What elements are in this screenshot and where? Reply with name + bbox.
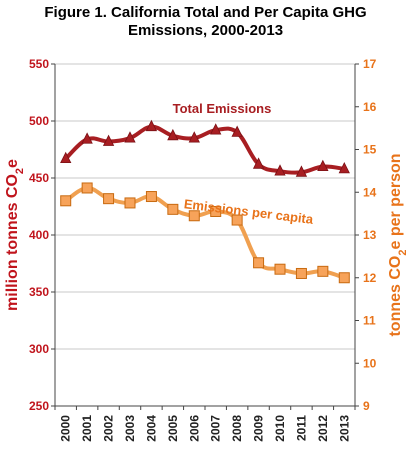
right-axis-title: tonnes CO2e per person (387, 153, 409, 336)
data-point-total-emissions (188, 131, 200, 143)
chart-title-line2: Emissions, 2000-2013 (127, 22, 284, 39)
data-point-emissions-per-capita (253, 257, 265, 269)
series-label-emissions-per-capita: Emissions per capita (183, 196, 315, 227)
left-tick-label: 300 (29, 342, 49, 356)
x-tick-label: 2012 (316, 415, 330, 442)
left-tick-label: 550 (29, 57, 49, 71)
left-tick-label: 500 (29, 114, 49, 128)
series-label-total-emissions: Total Emissions (173, 101, 272, 116)
x-tick-label: 2011 (294, 415, 308, 441)
chart-title: Figure 1. California Total and Per Capit… (0, 4, 411, 40)
data-point-emissions-per-capita (145, 191, 157, 203)
left-tick-label: 450 (29, 171, 49, 185)
x-tick-label: 2000 (59, 415, 73, 442)
x-tick-label: 2004 (144, 415, 158, 442)
data-point-total-emissions (145, 119, 158, 132)
data-point-emissions-per-capita (124, 197, 136, 209)
data-point-emissions-per-capita (295, 267, 307, 279)
right-tick-label: 11 (363, 314, 376, 328)
data-point-total-emissions (210, 123, 222, 135)
data-point-emissions-per-capita (274, 263, 286, 275)
right-tick-label: 15 (363, 143, 377, 157)
x-tick-label: 2005 (166, 415, 180, 442)
x-tick-label: 2006 (187, 415, 201, 442)
x-tick-label: 2009 (252, 415, 266, 442)
right-tick-label: 17 (363, 57, 377, 71)
x-tick-label: 2013 (337, 415, 351, 442)
left-tick-label: 400 (29, 228, 49, 242)
data-point-total-emissions (167, 128, 179, 141)
right-tick-label: 12 (363, 271, 377, 285)
data-point-total-emissions (231, 125, 243, 137)
series-layer (60, 119, 350, 284)
data-point-emissions-per-capita (60, 195, 72, 207)
x-tick-label: 2010 (273, 415, 287, 442)
right-tick-label: 10 (363, 356, 377, 370)
data-point-total-emissions (317, 159, 329, 172)
labels-layer: Total Emissions Emissions per capita (173, 101, 315, 227)
left-axis-title: million tonnes CO2e (4, 159, 26, 311)
data-point-emissions-per-capita (338, 272, 350, 284)
data-point-emissions-per-capita (188, 210, 200, 222)
series-line-total-emissions (64, 124, 345, 175)
data-point-total-emissions (274, 164, 286, 176)
gridlines (55, 63, 355, 350)
data-point-total-emissions (81, 132, 93, 144)
x-tick-label: 2003 (123, 415, 137, 442)
data-point-emissions-per-capita (103, 193, 115, 205)
right-tick-label: 13 (363, 228, 377, 242)
data-point-emissions-per-capita (317, 265, 329, 277)
left-tick-label: 350 (29, 285, 49, 299)
left-tick-label: 250 (29, 399, 49, 413)
x-tick-label: 2008 (230, 415, 244, 442)
data-point-emissions-per-capita (81, 182, 93, 194)
axes: 250 300 350 400 450 500 550 9 10 11 12 13 14 15 16 17 20… (4, 57, 409, 442)
data-point-total-emissions (338, 161, 350, 174)
right-tick-label: 9 (363, 399, 370, 413)
data-point-emissions-per-capita (167, 203, 179, 215)
data-point-total-emissions (124, 131, 136, 143)
data-point-total-emissions (295, 165, 308, 177)
right-tick-label: 14 (363, 185, 377, 199)
data-point-total-emissions (102, 134, 115, 146)
data-point-total-emissions (60, 151, 72, 164)
x-tick-label: 2007 (209, 415, 223, 442)
chart-title-line1: Figure 1. California Total and Per Capit… (44, 4, 367, 21)
data-point-emissions-per-capita (210, 205, 222, 217)
right-tick-label: 16 (363, 100, 377, 114)
data-point-total-emissions (252, 157, 265, 169)
x-tick-label: 2001 (80, 415, 94, 442)
x-tick-label: 2002 (102, 415, 116, 442)
data-point-emissions-per-capita (231, 214, 243, 226)
